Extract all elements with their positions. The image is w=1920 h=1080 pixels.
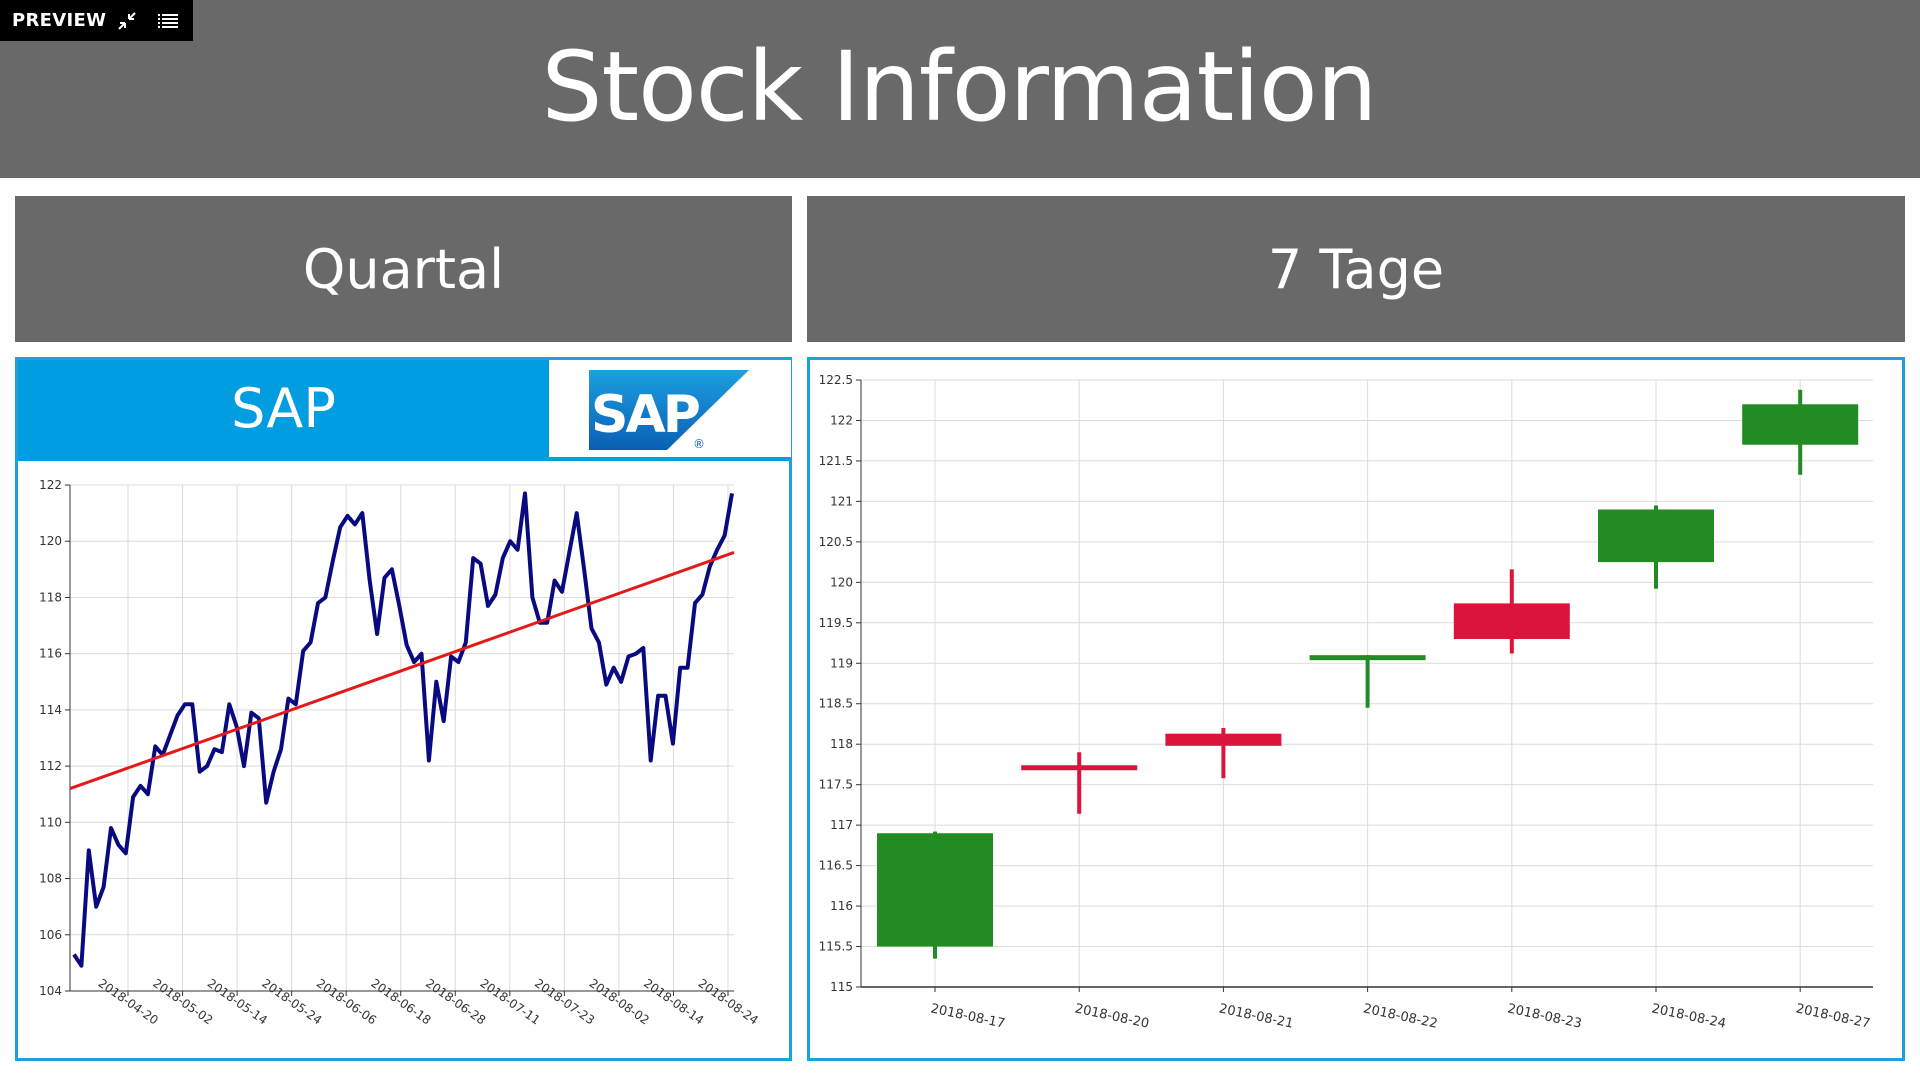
sap-header: SAP: [18, 360, 549, 457]
x-tick-label: 2018-08-24: [1650, 1001, 1727, 1031]
y-tick-label: 118.5: [819, 697, 853, 711]
y-tick-label: 120.5: [819, 535, 853, 549]
candle-body: [877, 833, 993, 947]
y-tick-label: 120: [39, 534, 62, 548]
y-tick-label: 119.5: [819, 616, 853, 630]
sap-logo: SAP ®: [549, 360, 791, 457]
x-tick-label: 2018-08-23: [1506, 1001, 1583, 1031]
preview-label: PREVIEW: [12, 10, 107, 31]
y-tick-label: 120: [830, 575, 853, 589]
section-header-quartal: Quartal: [15, 196, 792, 342]
section-header-7-tage: 7 Tage: [807, 196, 1905, 342]
y-tick-label: 112: [39, 759, 62, 773]
y-tick-label: 106: [39, 928, 62, 942]
y-tick-label: 115: [830, 980, 853, 994]
title-bar: Stock Information: [0, 0, 1920, 178]
sap-name: SAP: [231, 377, 336, 440]
y-tick-label: 122: [39, 478, 62, 492]
y-tick-label: 116.5: [819, 859, 853, 873]
y-tick-label: 118: [39, 590, 62, 604]
candle-body: [1742, 404, 1859, 445]
y-tick-label: 114: [39, 703, 62, 717]
candle-body: [1165, 733, 1282, 746]
y-tick-label: 121: [830, 494, 853, 508]
y-tick-label: 117.5: [819, 778, 853, 792]
x-tick-label: 2018-08-17: [929, 1001, 1006, 1031]
sap-header-strip: [18, 457, 789, 461]
sap-line-chart: 1041061081101121141161181201222018-04-20…: [39, 478, 761, 1027]
y-tick-label: 122: [830, 413, 853, 427]
y-tick-label: 119: [830, 656, 853, 670]
list-icon[interactable]: [157, 10, 179, 36]
candle-body: [1309, 655, 1426, 661]
sap-panel: SAP SAP ® 104 106 108 110 112 114 116 118 120 122…: [15, 357, 792, 1061]
x-tick-label: 2018-08-22: [1362, 1001, 1439, 1031]
x-tick-label: 2018-08-21: [1218, 1001, 1295, 1031]
candle-panel: 115 115.5 116 116.5 117 117.5 118 118.5 119 119.5…: [807, 357, 1905, 1061]
candle-body: [1453, 603, 1570, 639]
sap-logo-mark: ®: [693, 437, 705, 451]
y-tick-label: 116: [39, 647, 62, 661]
page-title: Stock Information: [541, 31, 1378, 143]
section-title-7-tage: 7 Tage: [1267, 237, 1445, 301]
x-tick-label: 2018-08-20: [1073, 1001, 1150, 1031]
collapse-icon[interactable]: [116, 10, 138, 36]
y-tick-label: 118: [830, 737, 853, 751]
sap-logo-text: SAP: [591, 385, 699, 445]
candle-body: [1021, 765, 1138, 771]
preview-bar: PREVIEW: [0, 0, 193, 41]
y-tick-label: 117: [830, 818, 853, 832]
trend-line: [69, 551, 735, 791]
y-tick-label: 108: [39, 872, 62, 886]
section-title-quartal: Quartal: [302, 237, 505, 301]
x-tick-label: 2018-08-27: [1794, 1001, 1871, 1031]
y-tick-label: 122.5: [819, 373, 853, 387]
candle-body: [1598, 509, 1714, 563]
y-tick-label: 104: [39, 984, 62, 998]
y-tick-label: 121.5: [819, 454, 853, 468]
y-tick-label: 115.5: [819, 940, 853, 954]
candlestick-chart: 115 115.5 116 116.5 117 117.5 118 118.5 119 119.5…: [819, 373, 1873, 1032]
y-tick-label: 110: [39, 815, 62, 829]
y-tick-label: 116: [830, 899, 853, 913]
price-series-line: [72, 491, 734, 968]
